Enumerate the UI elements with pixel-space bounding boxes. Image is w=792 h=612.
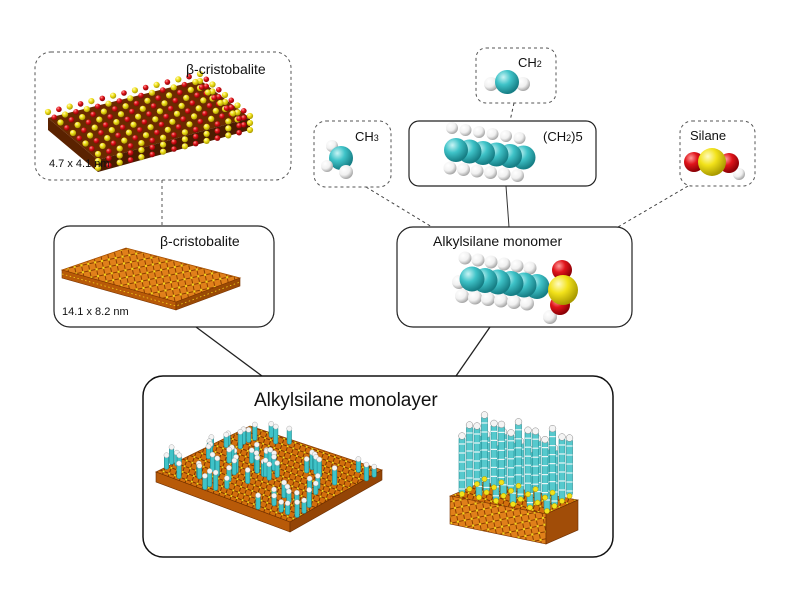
crystal-slab-structure [60,247,242,311]
connector-ch3-to-monomer [365,186,433,228]
crystal-slab-size: 14.1 x 8.2 nm [62,306,129,318]
crystal-unit-title: β-cristobalite [186,61,266,77]
monomer-molecule [452,251,578,324]
monolayer-title: Alkylsilane monolayer [254,390,438,411]
ch2-label: CH2 [518,55,542,70]
panel-crystal-slab: β-cristobalite 14.1 x 8.2 nm [53,225,275,328]
silane-molecule [684,148,745,180]
monomer-title: Alkylsilane monomer [433,233,562,249]
crystal-unit-structure [44,70,254,172]
ch2-chain-label-sub: 2 [566,133,571,143]
ch2-molecule [484,70,530,94]
panel-silane: Silane [679,120,756,187]
crystal-slab-title: β-cristobalite [160,233,240,249]
connector-ch2-to-chain [509,102,515,122]
panel-ch2-chain: (CH2)5 [408,120,597,187]
silane-label: Silane [690,128,726,143]
monolayer-chains-sparse [163,421,378,518]
crystal-unit-size: 4.7 x 4.1 nm [49,158,110,170]
monolayer-block-view [448,411,580,545]
monolayer-slab-view [154,421,383,533]
panel-ch2: CH2 [475,47,557,104]
connector-silane-to-monomer [617,185,689,228]
panel-ch3-frame [313,120,392,188]
ch2-chain-label: (CH2)5 [543,129,583,144]
connector-monomer-to-monolayer [455,326,491,377]
ch2-label-sub: 2 [537,59,542,69]
panel-monolayer: Alkylsilane monolayer [142,375,614,558]
ch2-chain-label-main: (CH [543,129,566,144]
connector-slab-to-monolayer [195,326,263,377]
ch3-label: CH3 [355,129,379,144]
ch2-chain-molecule [443,122,536,182]
ch2-chain-label-tail: )5 [571,129,583,144]
monolayer-chains-dense [458,411,574,514]
panel-monomer: Alkylsilane monomer [396,226,633,328]
panel-crystal-unit: β-cristobalite 4.7 x 4.1 nm [34,51,292,181]
connectors [161,102,689,377]
ch2-label-main: CH [518,55,537,70]
panel-ch3: CH3 [313,120,392,188]
ch3-label-sub: 3 [374,133,379,143]
ch3-molecule [321,140,353,179]
ch3-label-main: CH [355,129,374,144]
connector-chain-to-monomer [505,185,510,228]
